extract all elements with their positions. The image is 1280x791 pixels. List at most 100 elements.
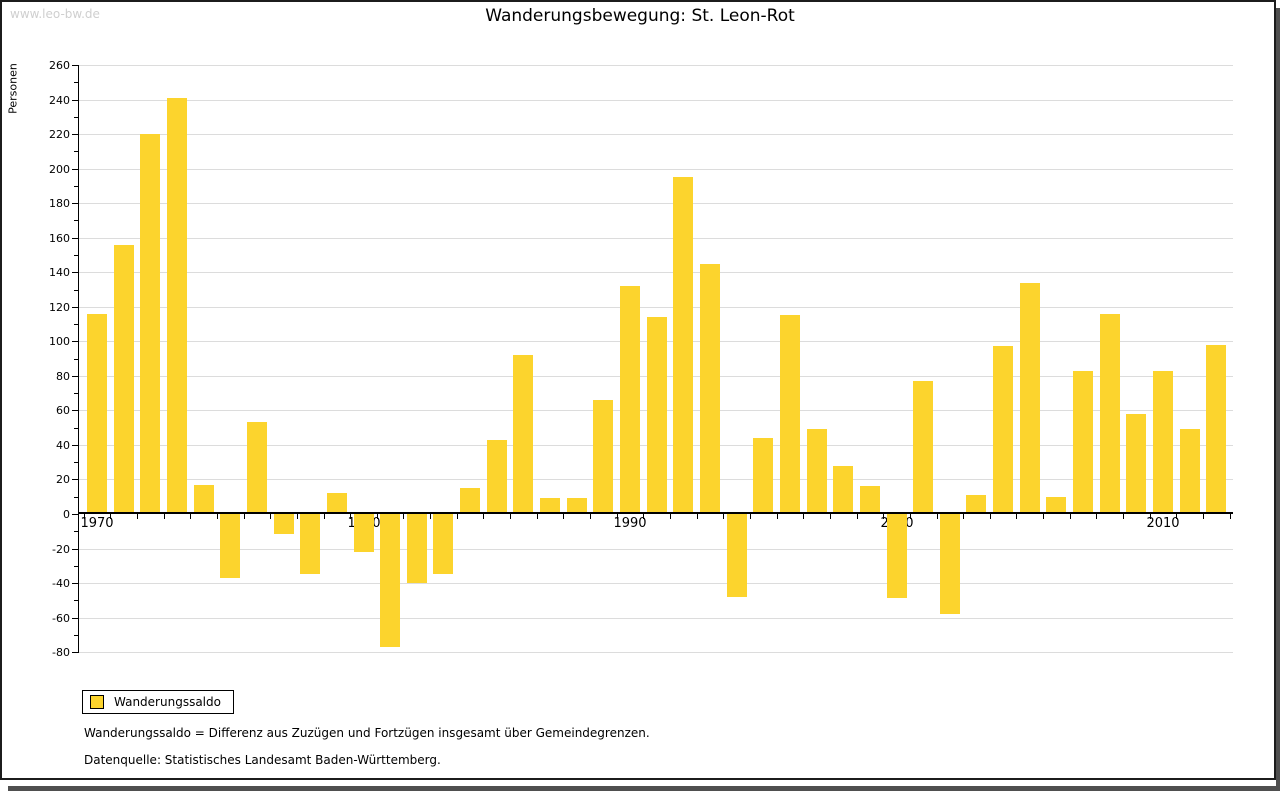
watermark: www.leo-bw.de: [10, 7, 100, 21]
y-axis-tick: [72, 100, 78, 101]
x-axis-tick: [777, 514, 778, 519]
y-tick-label: 100: [49, 335, 70, 348]
y-axis-line: [78, 65, 79, 653]
gridline: [79, 238, 1233, 239]
bar-1981: [380, 514, 400, 647]
bar-1995: [753, 438, 773, 512]
bar-2010: [1153, 371, 1173, 512]
y-axis-label: Personen: [6, 63, 20, 114]
y-tick-label: 220: [49, 128, 70, 141]
y-axis-tick: [74, 117, 78, 118]
legend-swatch-icon: [90, 695, 104, 709]
bar-1986: [513, 355, 533, 512]
x-axis-tick: [990, 514, 991, 519]
x-axis-tick: [1016, 514, 1017, 519]
y-tick-label: 20: [56, 473, 70, 486]
x-axis-tick: [1096, 514, 1097, 519]
y-axis-tick: [72, 307, 78, 308]
x-axis-tick: [324, 514, 325, 519]
y-tick-label: 60: [56, 404, 70, 417]
x-axis-tick: [483, 514, 484, 519]
y-axis-tick: [72, 652, 78, 653]
gridline: [79, 203, 1233, 204]
y-axis-tick: [74, 186, 78, 187]
bar-1973: [167, 98, 187, 512]
x-axis-tick: [297, 514, 298, 519]
x-axis-tick: [937, 514, 938, 519]
x-tick-label: 1990: [613, 516, 647, 531]
x-axis-tick: [537, 514, 538, 519]
y-axis-tick: [74, 531, 78, 532]
bar-1997: [807, 429, 827, 512]
x-axis-tick: [164, 514, 165, 519]
y-axis-tick: [72, 376, 78, 377]
bar-2004: [993, 346, 1013, 512]
bar-1998: [833, 466, 853, 512]
x-axis-tick: [1070, 514, 1071, 519]
y-axis-tick: [74, 151, 78, 152]
y-tick-label: -80: [52, 646, 70, 659]
bar-1985: [487, 440, 507, 512]
x-axis-tick: [270, 514, 271, 519]
x-axis-tick: [217, 514, 218, 519]
bar-1999: [860, 486, 880, 512]
x-axis-tick: [1230, 514, 1231, 519]
x-tick-label: 2010: [1146, 516, 1180, 531]
bar-2001: [913, 381, 933, 512]
y-axis-tick: [74, 393, 78, 394]
y-axis-tick: [74, 497, 78, 498]
y-axis-tick: [72, 169, 78, 170]
x-axis-tick: [563, 514, 564, 519]
gridline: [79, 134, 1233, 135]
bar-2000: [887, 514, 907, 598]
x-axis-tick: [510, 514, 511, 519]
bar-1987: [540, 498, 560, 512]
gridline: [79, 169, 1233, 170]
y-tick-label: 180: [49, 197, 70, 210]
x-axis-tick: [1203, 514, 1204, 519]
chart-title: Wanderungsbewegung: St. Leon-Rot: [485, 6, 795, 26]
bar-1988: [567, 498, 587, 512]
y-tick-label: 80: [56, 370, 70, 383]
bar-1971: [114, 245, 134, 512]
x-axis-tick: [883, 514, 884, 519]
y-axis-tick: [74, 635, 78, 636]
bar-1984: [460, 488, 480, 512]
legend-label: Wanderungssaldo: [114, 695, 221, 709]
x-axis-tick: [84, 514, 85, 519]
bar-2006: [1046, 497, 1066, 512]
bar-1970: [87, 314, 107, 512]
bar-1975: [220, 514, 240, 578]
x-axis-tick: [110, 514, 111, 519]
y-axis-tick: [74, 82, 78, 83]
y-tick-label: -40: [52, 577, 70, 590]
y-axis-tick: [74, 290, 78, 291]
bar-1978: [300, 514, 320, 574]
bar-1992: [673, 177, 693, 512]
footnote-definition: Wanderungssaldo = Differenz aus Zuzügen …: [84, 726, 650, 740]
x-axis-tick: [350, 514, 351, 519]
x-axis-tick: [590, 514, 591, 519]
gridline: [79, 272, 1233, 273]
y-axis-tick: [72, 618, 78, 619]
x-axis-tick: [963, 514, 964, 519]
x-axis-tick: [910, 514, 911, 519]
y-axis-tick: [72, 134, 78, 135]
bar-2003: [966, 495, 986, 512]
y-axis-tick: [74, 359, 78, 360]
x-axis-tick: [830, 514, 831, 519]
bar-1982: [407, 514, 427, 583]
x-axis-tick: [457, 514, 458, 519]
y-axis-tick: [72, 238, 78, 239]
y-tick-label: -60: [52, 612, 70, 625]
y-axis-tick: [72, 65, 78, 66]
gridline: [79, 652, 1233, 653]
y-axis-tick: [72, 203, 78, 204]
bar-1979: [327, 493, 347, 512]
y-axis-tick: [72, 410, 78, 411]
x-axis-tick: [643, 514, 644, 519]
x-axis-tick: [723, 514, 724, 519]
gridline: [79, 307, 1233, 308]
x-tick-label: 1970: [80, 516, 114, 531]
gridline: [79, 65, 1233, 66]
